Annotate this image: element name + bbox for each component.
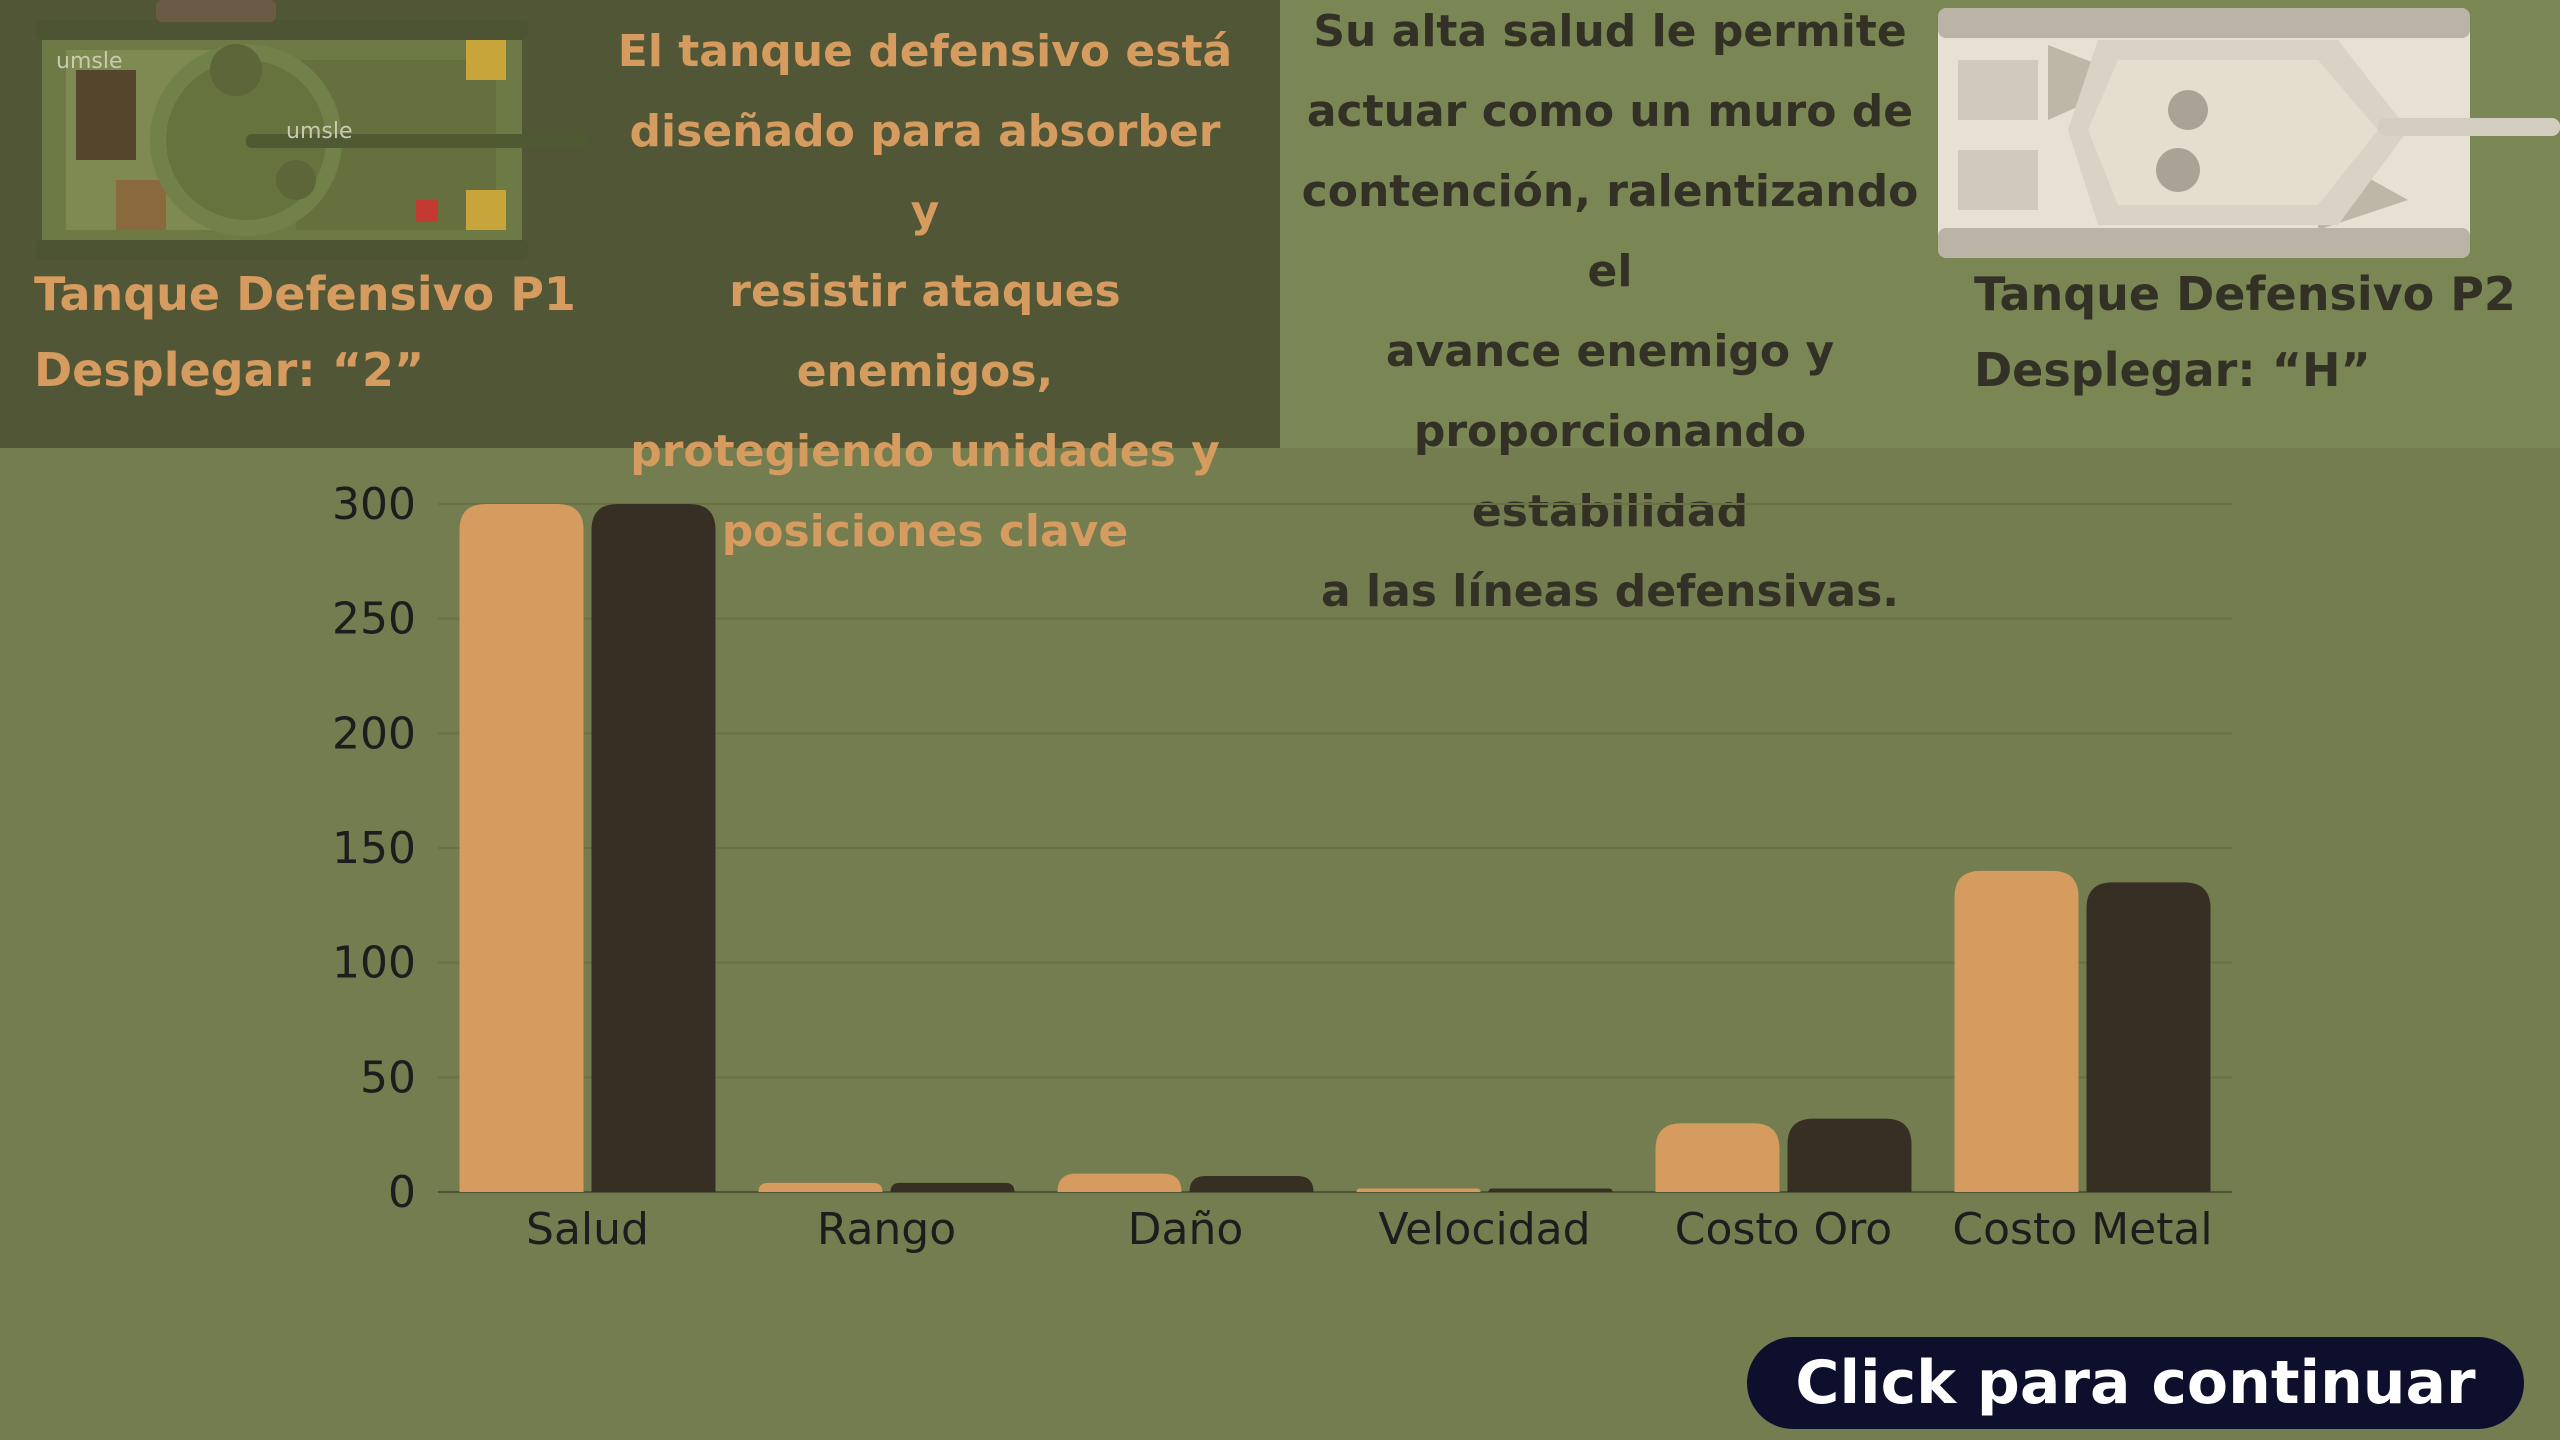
y-tick-label: 300 (332, 479, 416, 530)
description-left-line: resistir ataques enemigos, (729, 266, 1121, 397)
bar (1356, 1188, 1481, 1192)
bar (591, 504, 716, 1192)
bar (1488, 1188, 1613, 1192)
x-category-label: Costo Oro (1675, 1204, 1892, 1255)
description-right-line: actuar como un muro de (1306, 86, 1914, 137)
bar (459, 504, 584, 1192)
description-right: Su alta salud le permite actuar como un … (1290, 0, 1930, 632)
tank-p1-deploy-key: Desplegar: “2” (34, 343, 425, 397)
description-left: El tanque defensivo está diseñado para a… (610, 12, 1240, 572)
bar (1189, 1175, 1314, 1192)
tank-p1-hull-marking-left: umsle (56, 49, 122, 74)
y-tick-label: 0 (388, 1167, 416, 1218)
bar (1787, 1118, 1912, 1192)
description-left-line: posiciones clave (721, 506, 1129, 557)
description-left-line: diseñado para absorber y (629, 106, 1221, 237)
y-tick-label: 200 (332, 708, 416, 759)
tank-p1-name: Tanque Defensivo P1 (34, 267, 576, 321)
bar (1954, 870, 2079, 1192)
description-right-line: Su alta salud le permite (1313, 6, 1907, 57)
description-right-line: avance enemigo y (1385, 326, 1835, 377)
tank-p1-turret (150, 44, 588, 236)
x-category-label: Velocidad (1378, 1204, 1590, 1255)
continue-button[interactable]: Click para continuar (1747, 1337, 2524, 1429)
description-left-line: protegiendo unidades y (630, 426, 1220, 477)
y-tick-label: 50 (360, 1052, 416, 1103)
x-category-label: Daño (1128, 1204, 1244, 1255)
description-right-line: a las líneas defensivas. (1320, 566, 1899, 617)
bar (1057, 1173, 1182, 1192)
description-left-line: El tanque defensivo está (617, 26, 1233, 77)
tank-p2-image (1938, 8, 2560, 258)
y-tick-label: 100 (332, 938, 416, 989)
description-right-line: proporcionando estabilidad (1413, 406, 1807, 537)
tank-p2-info: Tanque Defensivo P2 Desplegar: “H” (1974, 256, 2516, 408)
bar (1655, 1123, 1780, 1192)
bar (758, 1182, 883, 1192)
tank-p2-name: Tanque Defensivo P2 (1974, 267, 2516, 321)
x-category-label: Rango (817, 1204, 956, 1255)
y-tick-label: 250 (332, 594, 416, 645)
tank-p2-turret (2068, 40, 2560, 225)
y-tick-label: 150 (332, 823, 416, 874)
tank-p2-deploy-key: Desplegar: “H” (1974, 343, 2371, 397)
description-right-line: contención, ralentizando el (1301, 166, 1919, 297)
tank-p1-info: Tanque Defensivo P1 Desplegar: “2” (34, 256, 576, 408)
stats-bar-chart: 0 50 100 150 200 250 300 Salud Rango Daño Velocida… (332, 479, 2232, 1255)
x-category-label: Salud (526, 1204, 649, 1255)
tank-p1-hull-marking-center: umsle (286, 119, 352, 144)
x-category-label: Costo Metal (1952, 1204, 2212, 1255)
bar (890, 1182, 1015, 1192)
tank-p1-image: umsle umsle (36, 0, 588, 260)
bar (2086, 882, 2211, 1192)
